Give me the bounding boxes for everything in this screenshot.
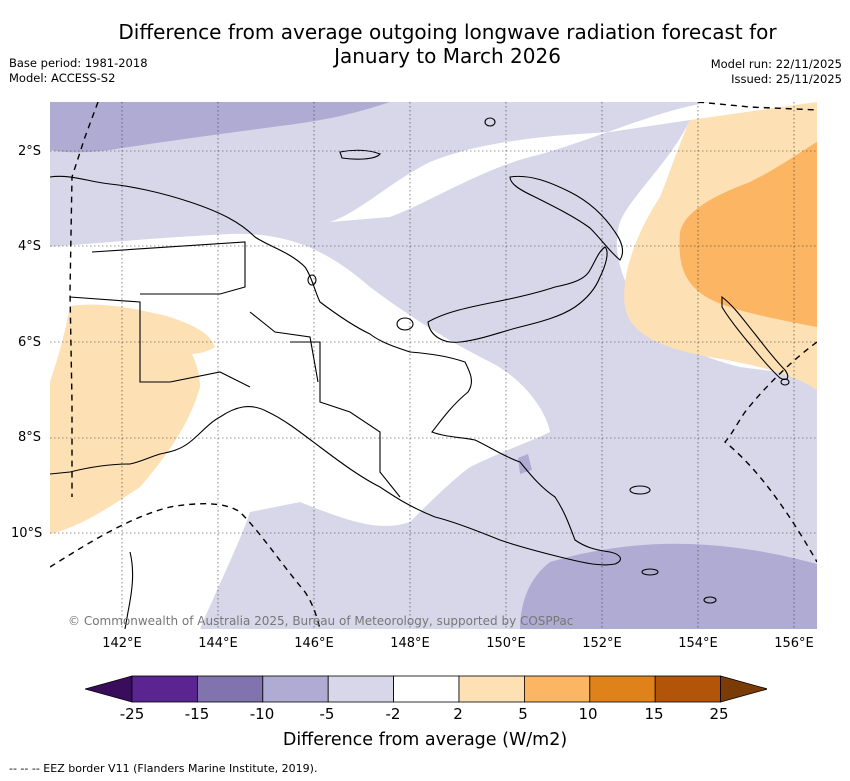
model-name: Model: ACCESS-S2 [9,71,116,85]
colorbar-tick: 2 [453,705,463,723]
colorbar-tick: 15 [644,705,664,723]
coast-bougainville [721,295,789,380]
colorbar-tick: 25 [709,705,729,723]
coast-island [629,485,651,495]
colorbar-tick: 10 [578,705,598,723]
anomaly-patch-purple-small [518,454,532,474]
lon-label: 142°E [102,636,142,651]
coast-island [396,317,414,331]
province-border [69,296,251,388]
lon-label: 152°E [582,636,622,651]
colorbar-segment [458,675,525,703]
colorbar-tick: 5 [518,705,528,723]
coastlines [50,117,790,629]
lat-label: 6°S [18,335,42,350]
anomaly-band-light-orange-west [50,305,200,534]
copyright-credit: © Commonwealth of Australia 2025, Bureau… [68,614,574,628]
lat-label: 10°S [11,526,43,541]
colorbar-segment [523,675,591,703]
coast-new-britain [427,246,608,343]
coast-manus [339,149,381,160]
colorbar-title: Difference from average (W/m2) [282,730,568,750]
lon-label: 150°E [486,636,526,651]
lon-label: 154°E [678,636,718,651]
coast-island [703,596,717,604]
coast-island [484,117,496,127]
eez-border-west [69,102,99,497]
lat-label: 8°S [18,430,42,445]
lat-label: 2°S [18,144,42,159]
colorbar-segment [589,675,656,703]
coast-cape-york [124,551,134,629]
eez-border-east [723,341,817,563]
anomaly-band-purple-north [50,102,390,153]
colorbar [85,675,767,703]
coast-new-ireland [509,175,624,261]
title-line-2: January to March 2026 [334,44,561,68]
coast-island [307,274,317,286]
coast-island [641,568,659,576]
colorbar-tick: -25 [119,705,145,723]
lon-label: 148°E [390,636,430,651]
eez-legend: -- -- -- EEZ border V11 (Flanders Marine… [9,762,318,775]
anomaly-band-orange-east [679,142,817,327]
colorbar-tick: -5 [319,705,335,723]
meta-right: Model run: 22/11/2025 Issued: 25/11/2025 [711,57,842,87]
colorbar-segment [131,675,198,703]
eez-borders [50,102,817,629]
colorbar-tick: -10 [249,705,275,723]
lon-label: 156°E [774,636,814,651]
province-border [290,341,401,498]
colorbar-segment [654,675,722,703]
province-border [249,311,319,383]
meta-left: Base period: 1981-2018 Model: ACCESS-S2 [9,56,148,86]
issued-date: Issued: 25/11/2025 [731,72,842,86]
colorbar-segment [327,675,394,703]
colorbar-segment [197,675,264,703]
colorbar-segment [262,675,329,703]
colorbar-arrow-low [85,675,133,703]
lon-label: 144°E [198,636,238,651]
lat-label: 4°S [18,239,42,254]
colorbar-tick: -2 [385,705,401,723]
colorbar-arrow-high [720,675,767,703]
coast-island [780,378,790,386]
title-line-1: Difference from average outgoing longwav… [118,20,777,44]
colorbar-tick: -15 [184,705,210,723]
colorbar-segment [393,675,460,703]
lon-label: 146°E [294,636,334,651]
forecast-map [50,102,817,629]
chart-title: Difference from average outgoing longwav… [95,20,800,68]
base-period: Base period: 1981-2018 [9,56,148,70]
anomaly-band-purple-south [520,543,817,629]
model-run: Model run: 22/11/2025 [710,57,842,71]
eez-border-south [50,503,321,629]
province-border [91,241,246,295]
